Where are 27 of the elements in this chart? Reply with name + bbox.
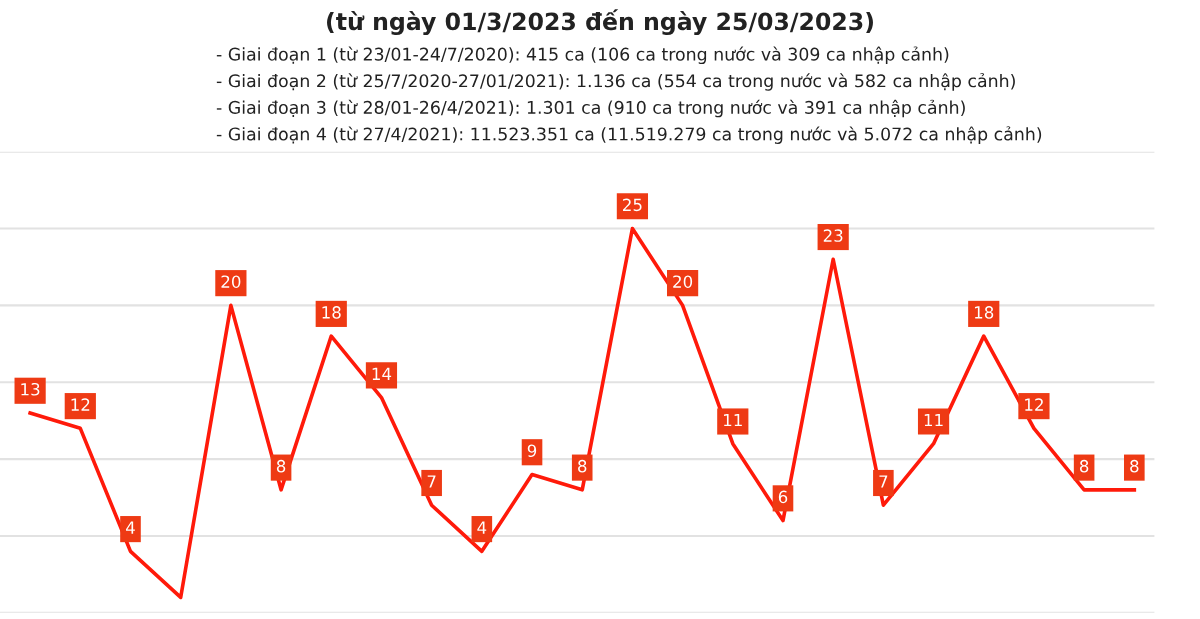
data-label: 14	[372, 367, 392, 380]
data-label: 4	[126, 521, 135, 534]
data-label: 8	[1130, 459, 1139, 473]
data-label: 11	[724, 413, 742, 427]
data-label: 20	[221, 275, 241, 288]
data-label: 18	[974, 306, 994, 319]
data-label: 8	[578, 459, 587, 473]
chart-title: (từ ngày 01/3/2023 đến ngày 25/03/2023)	[327, 9, 873, 36]
text: - Giai đoạn 2 (từ 25/7/2020-27/01/2021): 1.136 ca (554 ca trong nước và 582 ca nhập cảnh)	[216, 73, 1015, 91]
data-label: 12	[1025, 398, 1043, 411]
data-label: 8	[276, 459, 286, 473]
data-label: 11	[924, 413, 943, 427]
text: - Giai đoạn 4 (từ 27/4/2021): 11.523.351 ca (11.519.279 ca trong nước và 5.072 ca nhập cảnh)	[216, 126, 1042, 144]
data-label: 20	[673, 275, 693, 288]
data-label: 13	[21, 382, 40, 396]
data-label: 4	[477, 521, 487, 534]
data-label: 18	[322, 306, 341, 319]
text: - Giai đoạn 1 (từ 23/01-24/7/2020): 415 ca (106 ca trong nước và 309 ca nhập cảnh)	[216, 46, 949, 65]
data-label: 8	[1079, 459, 1089, 473]
data-label: 7	[879, 475, 888, 488]
data-label: 6	[778, 490, 788, 504]
data-label: 12	[71, 398, 90, 411]
data-label: 23	[823, 229, 843, 242]
data-label: 9	[527, 444, 537, 458]
text: - Giai đoạn 3 (từ 28/01-26/4/2021): 1.301 ca (910 ca trong nước và 391 ca nhập cảnh)	[216, 99, 965, 118]
data-label: 25	[623, 198, 642, 212]
data-label: 7	[427, 475, 436, 488]
